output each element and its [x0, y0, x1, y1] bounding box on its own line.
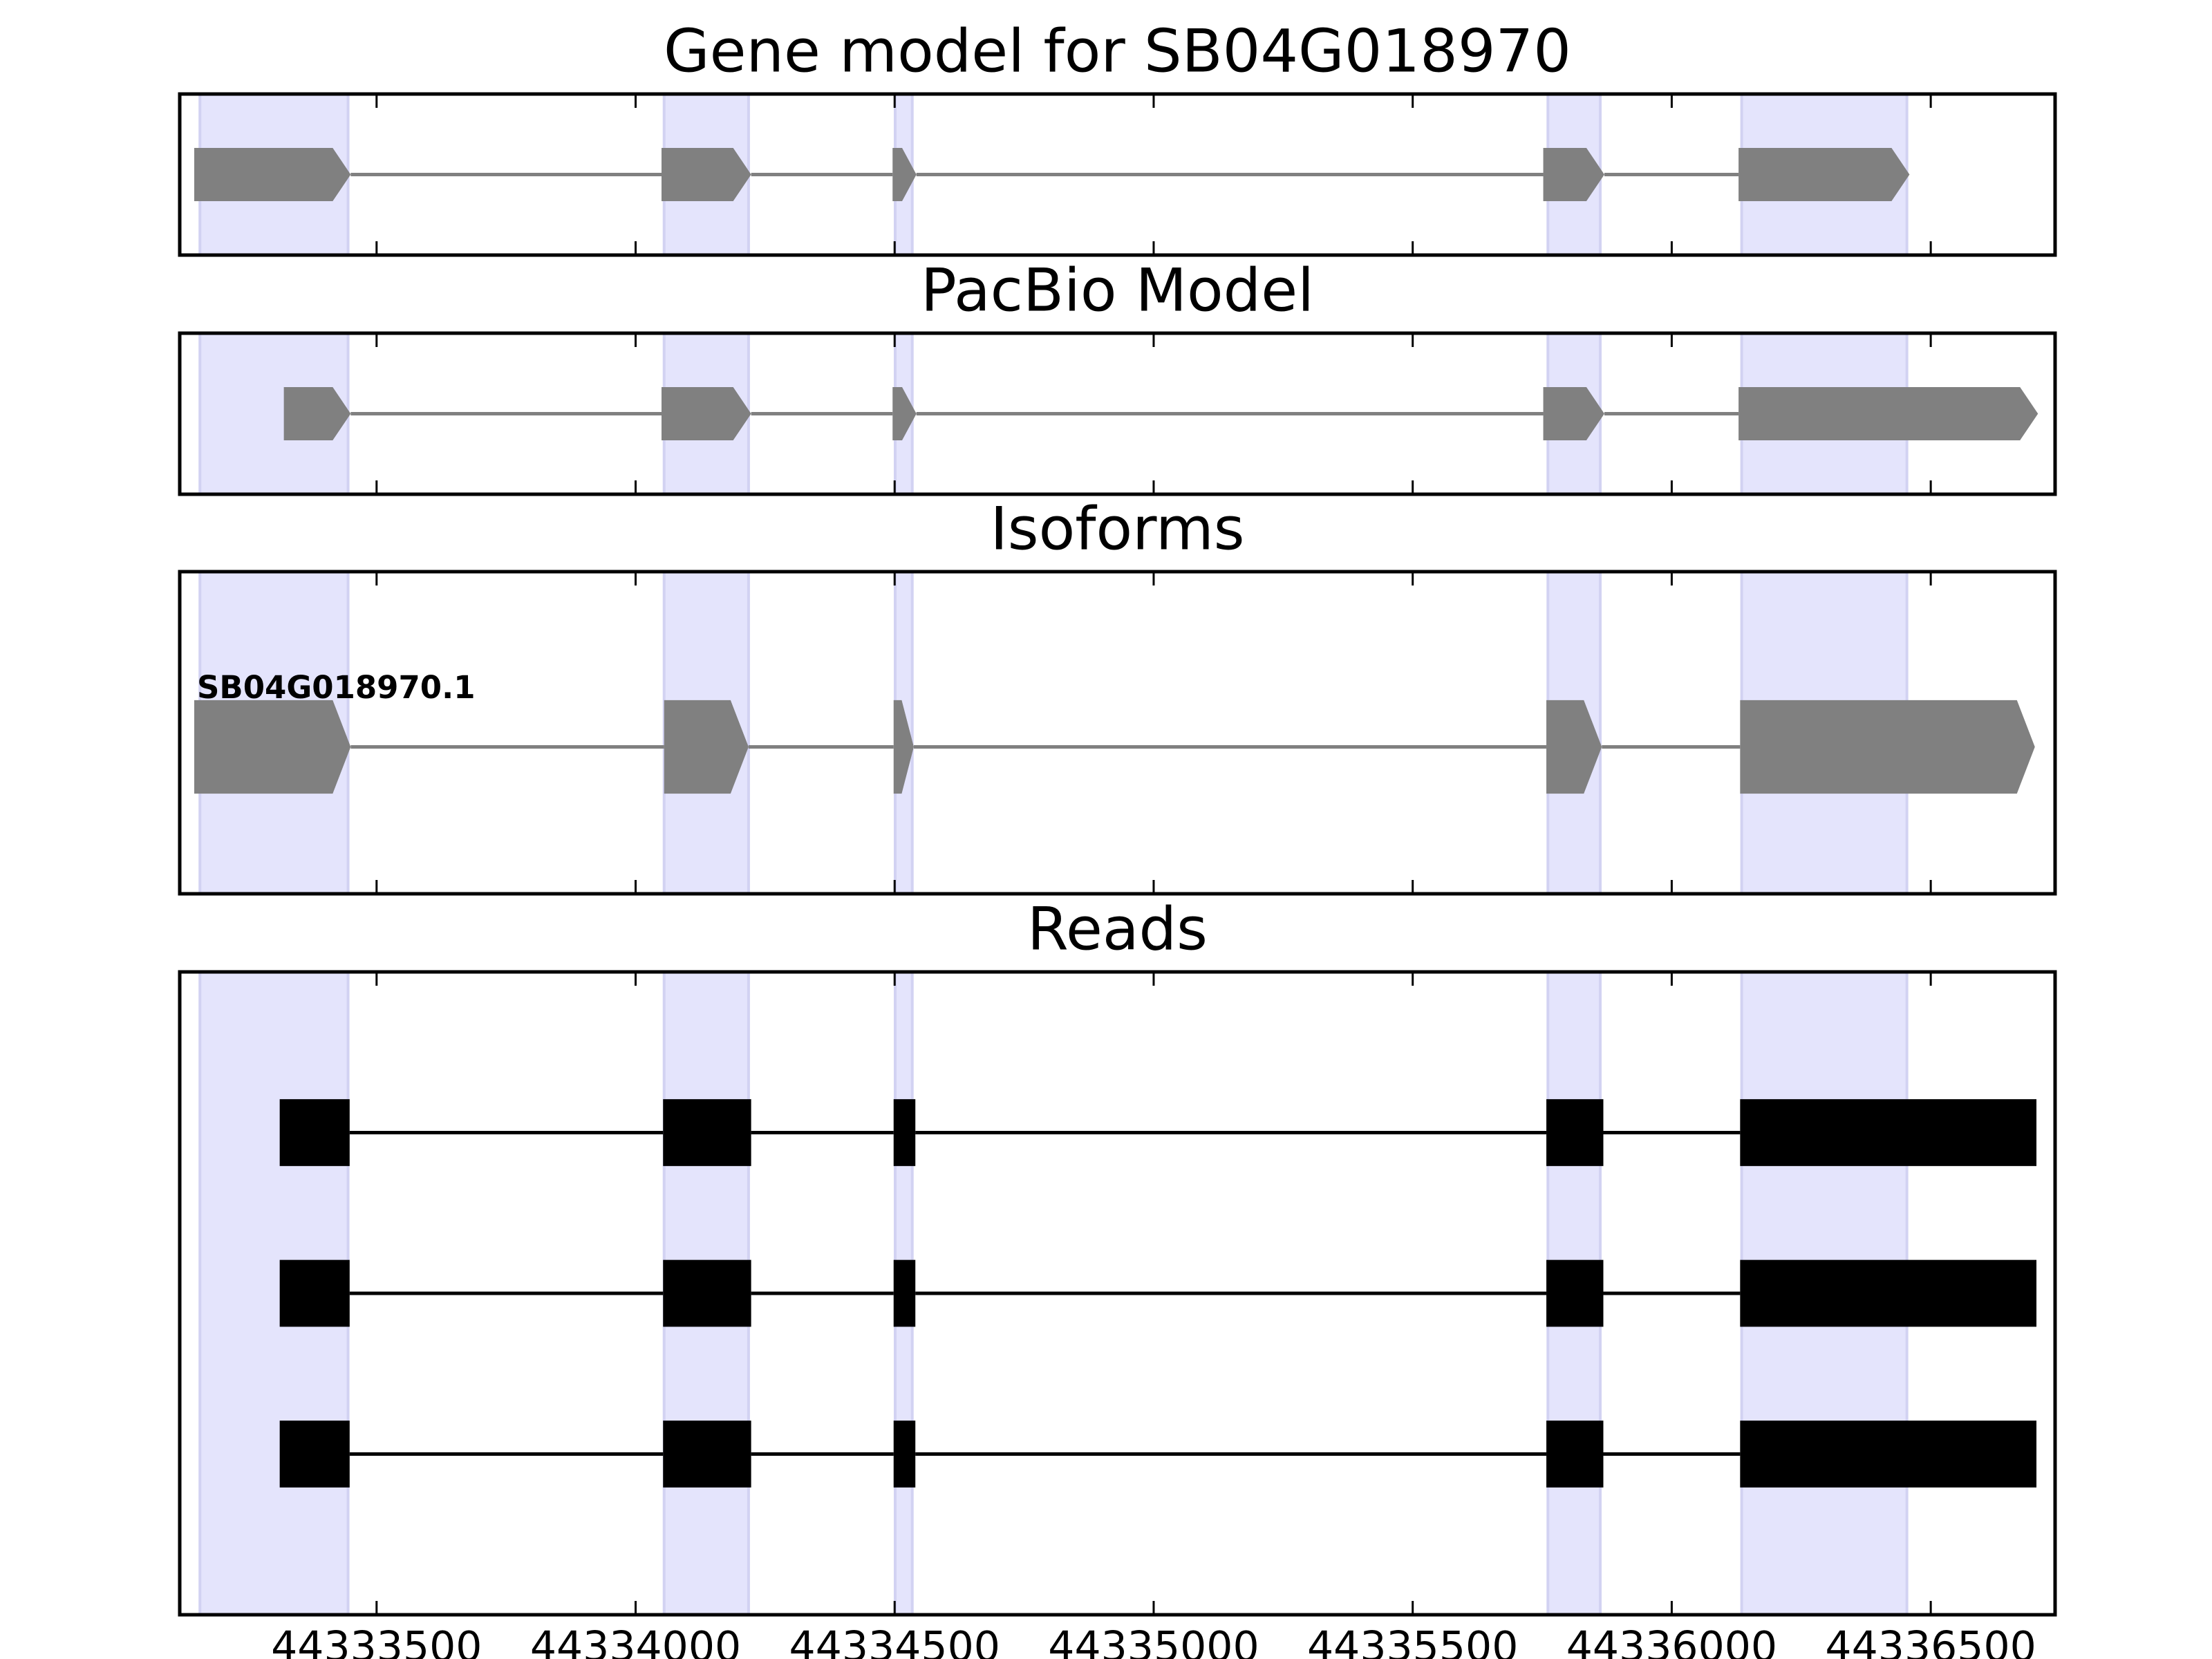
exon — [893, 1099, 916, 1166]
exon — [279, 1259, 350, 1327]
x-tick-label: 44336000 — [1566, 1623, 1777, 1659]
exon — [1543, 387, 1604, 440]
axes-frame — [178, 970, 2057, 1617]
exon — [279, 1099, 350, 1166]
panel-title: Gene model for SB04G018970 — [664, 17, 1571, 86]
axes-frame — [178, 331, 2057, 496]
exon — [279, 1421, 350, 1488]
exon — [893, 700, 914, 794]
exon — [194, 700, 351, 794]
panel-title: PacBio Model — [921, 256, 1314, 325]
x-tick-label: 44333500 — [271, 1623, 482, 1659]
x-tick-label: 44335500 — [1307, 1623, 1518, 1659]
exon — [664, 700, 749, 794]
exon — [1546, 700, 1602, 794]
exon — [892, 148, 917, 201]
exon — [663, 1421, 751, 1488]
exon — [1738, 387, 2038, 440]
exon — [1546, 1259, 1604, 1327]
x-tick-label: 44334000 — [530, 1623, 741, 1659]
x-tick-label: 44335000 — [1048, 1623, 1259, 1659]
isoform-label: SB04G018970.1 — [197, 669, 476, 706]
exon — [194, 148, 351, 201]
axes-frame — [178, 570, 2057, 896]
exon — [1546, 1099, 1604, 1166]
exon — [1738, 148, 1910, 201]
exon — [1740, 1259, 2037, 1327]
exon — [1740, 1421, 2037, 1488]
x-tick-label: 44336500 — [1825, 1623, 2036, 1659]
exon — [661, 148, 751, 201]
x-tick-label: 44334500 — [789, 1623, 1000, 1659]
exon — [283, 387, 351, 440]
exon — [663, 1099, 751, 1166]
exon — [1740, 1099, 2037, 1166]
exon — [1740, 700, 2035, 794]
panel-title: Reads — [1027, 894, 1208, 964]
axes-frame — [178, 92, 2057, 257]
exon — [892, 387, 917, 440]
exon — [893, 1421, 916, 1488]
exon — [893, 1259, 916, 1327]
exon — [663, 1259, 751, 1327]
panel-title: Isoforms — [990, 494, 1244, 563]
exon — [661, 387, 751, 440]
exon — [1543, 148, 1604, 201]
exon — [1546, 1421, 1604, 1488]
